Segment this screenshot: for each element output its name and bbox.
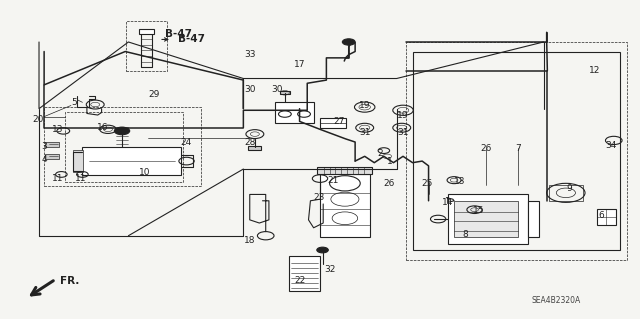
Text: 21: 21 (327, 176, 339, 185)
Text: 15: 15 (472, 206, 484, 215)
FancyBboxPatch shape (448, 195, 527, 244)
FancyBboxPatch shape (83, 147, 181, 175)
Text: 3: 3 (41, 142, 47, 151)
Text: FR.: FR. (60, 277, 79, 286)
Text: 13: 13 (52, 125, 64, 134)
Text: 19: 19 (397, 111, 409, 120)
FancyBboxPatch shape (320, 174, 370, 237)
Text: 25: 25 (422, 179, 433, 188)
Text: 2: 2 (378, 149, 383, 158)
Bar (126, 21, 168, 70)
Text: 20: 20 (32, 115, 44, 124)
Text: 1: 1 (387, 157, 393, 166)
FancyBboxPatch shape (73, 150, 83, 172)
Text: 11: 11 (52, 174, 64, 183)
Text: 31: 31 (397, 128, 409, 137)
FancyBboxPatch shape (289, 256, 320, 291)
Text: 10: 10 (139, 168, 150, 177)
Bar (413, 51, 620, 250)
FancyBboxPatch shape (317, 167, 372, 174)
Text: 6: 6 (598, 211, 604, 219)
Text: 22: 22 (294, 276, 305, 285)
Text: 19: 19 (359, 101, 371, 110)
Text: 16: 16 (97, 123, 109, 132)
Text: 8: 8 (463, 230, 468, 239)
Text: 26: 26 (383, 179, 395, 188)
FancyBboxPatch shape (454, 201, 518, 237)
Bar (65, 112, 182, 182)
FancyBboxPatch shape (596, 209, 616, 225)
Bar (406, 42, 627, 260)
Text: 18: 18 (244, 236, 255, 245)
Text: 29: 29 (148, 90, 159, 99)
FancyBboxPatch shape (45, 142, 60, 147)
Text: 34: 34 (605, 141, 616, 150)
FancyBboxPatch shape (527, 201, 539, 237)
FancyBboxPatch shape (275, 102, 314, 123)
Text: 30: 30 (244, 85, 255, 94)
FancyBboxPatch shape (139, 29, 154, 34)
Text: 7: 7 (515, 144, 521, 153)
Text: 23: 23 (313, 193, 324, 202)
FancyBboxPatch shape (280, 91, 290, 94)
Text: 9: 9 (566, 184, 572, 193)
Text: 28: 28 (244, 137, 255, 146)
Circle shape (342, 39, 355, 45)
Bar (44, 107, 200, 187)
Text: 5: 5 (71, 98, 77, 107)
Circle shape (115, 127, 130, 135)
Text: 13: 13 (454, 177, 465, 186)
Text: 32: 32 (324, 264, 335, 274)
FancyBboxPatch shape (248, 145, 261, 150)
FancyBboxPatch shape (320, 118, 346, 128)
Circle shape (317, 247, 328, 253)
Text: B-47: B-47 (164, 29, 192, 39)
Text: SEA4B2320A: SEA4B2320A (532, 296, 581, 305)
FancyBboxPatch shape (45, 154, 60, 159)
Text: 12: 12 (589, 66, 600, 75)
Text: 14: 14 (442, 198, 453, 207)
Text: 26: 26 (481, 144, 492, 153)
Text: 24: 24 (180, 137, 191, 146)
Text: 30: 30 (271, 85, 282, 94)
Text: B-47: B-47 (178, 34, 205, 44)
Text: 31: 31 (359, 128, 371, 137)
Text: 11: 11 (75, 174, 86, 183)
Text: 4: 4 (42, 155, 47, 164)
Text: 33: 33 (244, 50, 255, 59)
Text: 27: 27 (333, 117, 345, 126)
Text: 17: 17 (294, 60, 305, 69)
